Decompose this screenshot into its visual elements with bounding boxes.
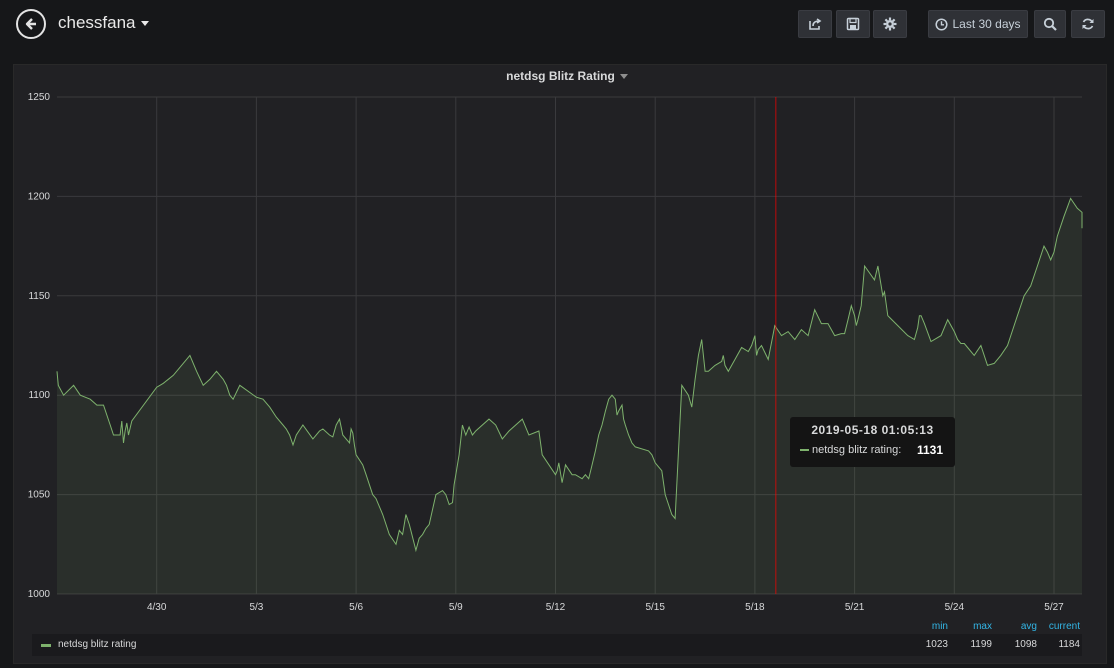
time-range-label: Last 30 days — [952, 17, 1021, 31]
legend-avg-value: 1098 — [1014, 639, 1037, 650]
panel-title[interactable]: netdsg Blitz Rating — [0, 69, 1114, 83]
back-icon — [25, 18, 36, 30]
y-tick-label: 1200 — [28, 191, 51, 202]
zoom-out-button[interactable] — [1034, 10, 1066, 38]
x-tick-label: 5/21 — [845, 602, 865, 613]
settings-icon — [883, 17, 897, 31]
chart-grid — [57, 96, 1082, 595]
legend-min-value: 1023 — [925, 639, 948, 650]
y-axis-ticks: 1000 1050 1100 1150 1200 1250 — [28, 92, 51, 600]
x-tick-label: 5/12 — [546, 602, 566, 613]
x-axis-ticks: 4/30 5/3 5/6 5/9 5/12 5/15 5/18 5/21 5/24 5/27 — [147, 602, 1064, 613]
tooltip-value: 1131 — [917, 443, 944, 457]
legend-header-current[interactable]: current — [1048, 621, 1080, 632]
legend-header-max[interactable]: max — [973, 621, 992, 632]
legend-header-min[interactable]: min — [931, 621, 948, 632]
legend-max-value: 1199 — [970, 639, 992, 650]
zoom-out-icon — [1043, 17, 1057, 31]
y-tick-label: 1150 — [28, 291, 50, 302]
legend-series-swatch[interactable] — [41, 644, 51, 647]
x-tick-label: 5/6 — [349, 602, 363, 613]
tooltip-series-swatch — [800, 449, 809, 452]
x-tick-label: 5/15 — [645, 602, 665, 613]
panel-title-text: netdsg Blitz Rating — [506, 69, 615, 83]
y-tick-label: 1250 — [28, 92, 51, 103]
x-tick-label: 5/24 — [945, 602, 965, 613]
hover-tooltip: 2019-05-18 01:05:13 netdsg blitz rating:… — [790, 417, 955, 467]
share-button[interactable] — [798, 10, 832, 38]
refresh-icon — [1082, 18, 1094, 30]
legend-series-name[interactable]: netdsg blitz rating — [58, 639, 137, 650]
save-button[interactable] — [836, 10, 870, 38]
dashboard-title[interactable]: chessfana — [58, 13, 149, 33]
refresh-button[interactable] — [1071, 10, 1105, 38]
legend-series-row[interactable]: netdsg blitz rating — [32, 634, 1082, 656]
graph-panel — [13, 64, 1107, 664]
chevron-down-icon — [619, 74, 628, 80]
legend-header-avg[interactable]: avg — [1020, 621, 1037, 632]
x-tick-label: 5/18 — [745, 602, 765, 613]
back-button[interactable] — [16, 9, 46, 39]
clock-icon — [935, 17, 949, 31]
y-tick-label: 1050 — [28, 490, 51, 501]
series-line — [56, 197, 1083, 553]
y-tick-label: 1000 — [28, 589, 51, 600]
tooltip-series-row: netdsg blitz rating: — [800, 444, 901, 456]
x-tick-label: 5/27 — [1044, 602, 1064, 613]
top-navbar: chessfana Last 30 — [0, 0, 1114, 50]
time-range-picker[interactable]: Last 30 days — [928, 10, 1028, 38]
y-tick-label: 1100 — [28, 390, 50, 401]
x-tick-label: 5/9 — [449, 602, 463, 613]
save-icon — [846, 17, 860, 31]
chevron-down-icon — [140, 21, 149, 27]
tooltip-time: 2019-05-18 01:05:13 — [811, 423, 934, 437]
dashboard-title-text: chessfana — [58, 13, 136, 32]
x-tick-label: 4/30 — [147, 602, 167, 613]
legend-current-value: 1184 — [1058, 639, 1080, 650]
tooltip-series-label: netdsg blitz rating: — [812, 444, 902, 456]
series-area-fill — [57, 198, 1082, 594]
share-icon — [809, 18, 822, 30]
settings-button[interactable] — [873, 10, 907, 38]
x-tick-label: 5/3 — [249, 602, 263, 613]
